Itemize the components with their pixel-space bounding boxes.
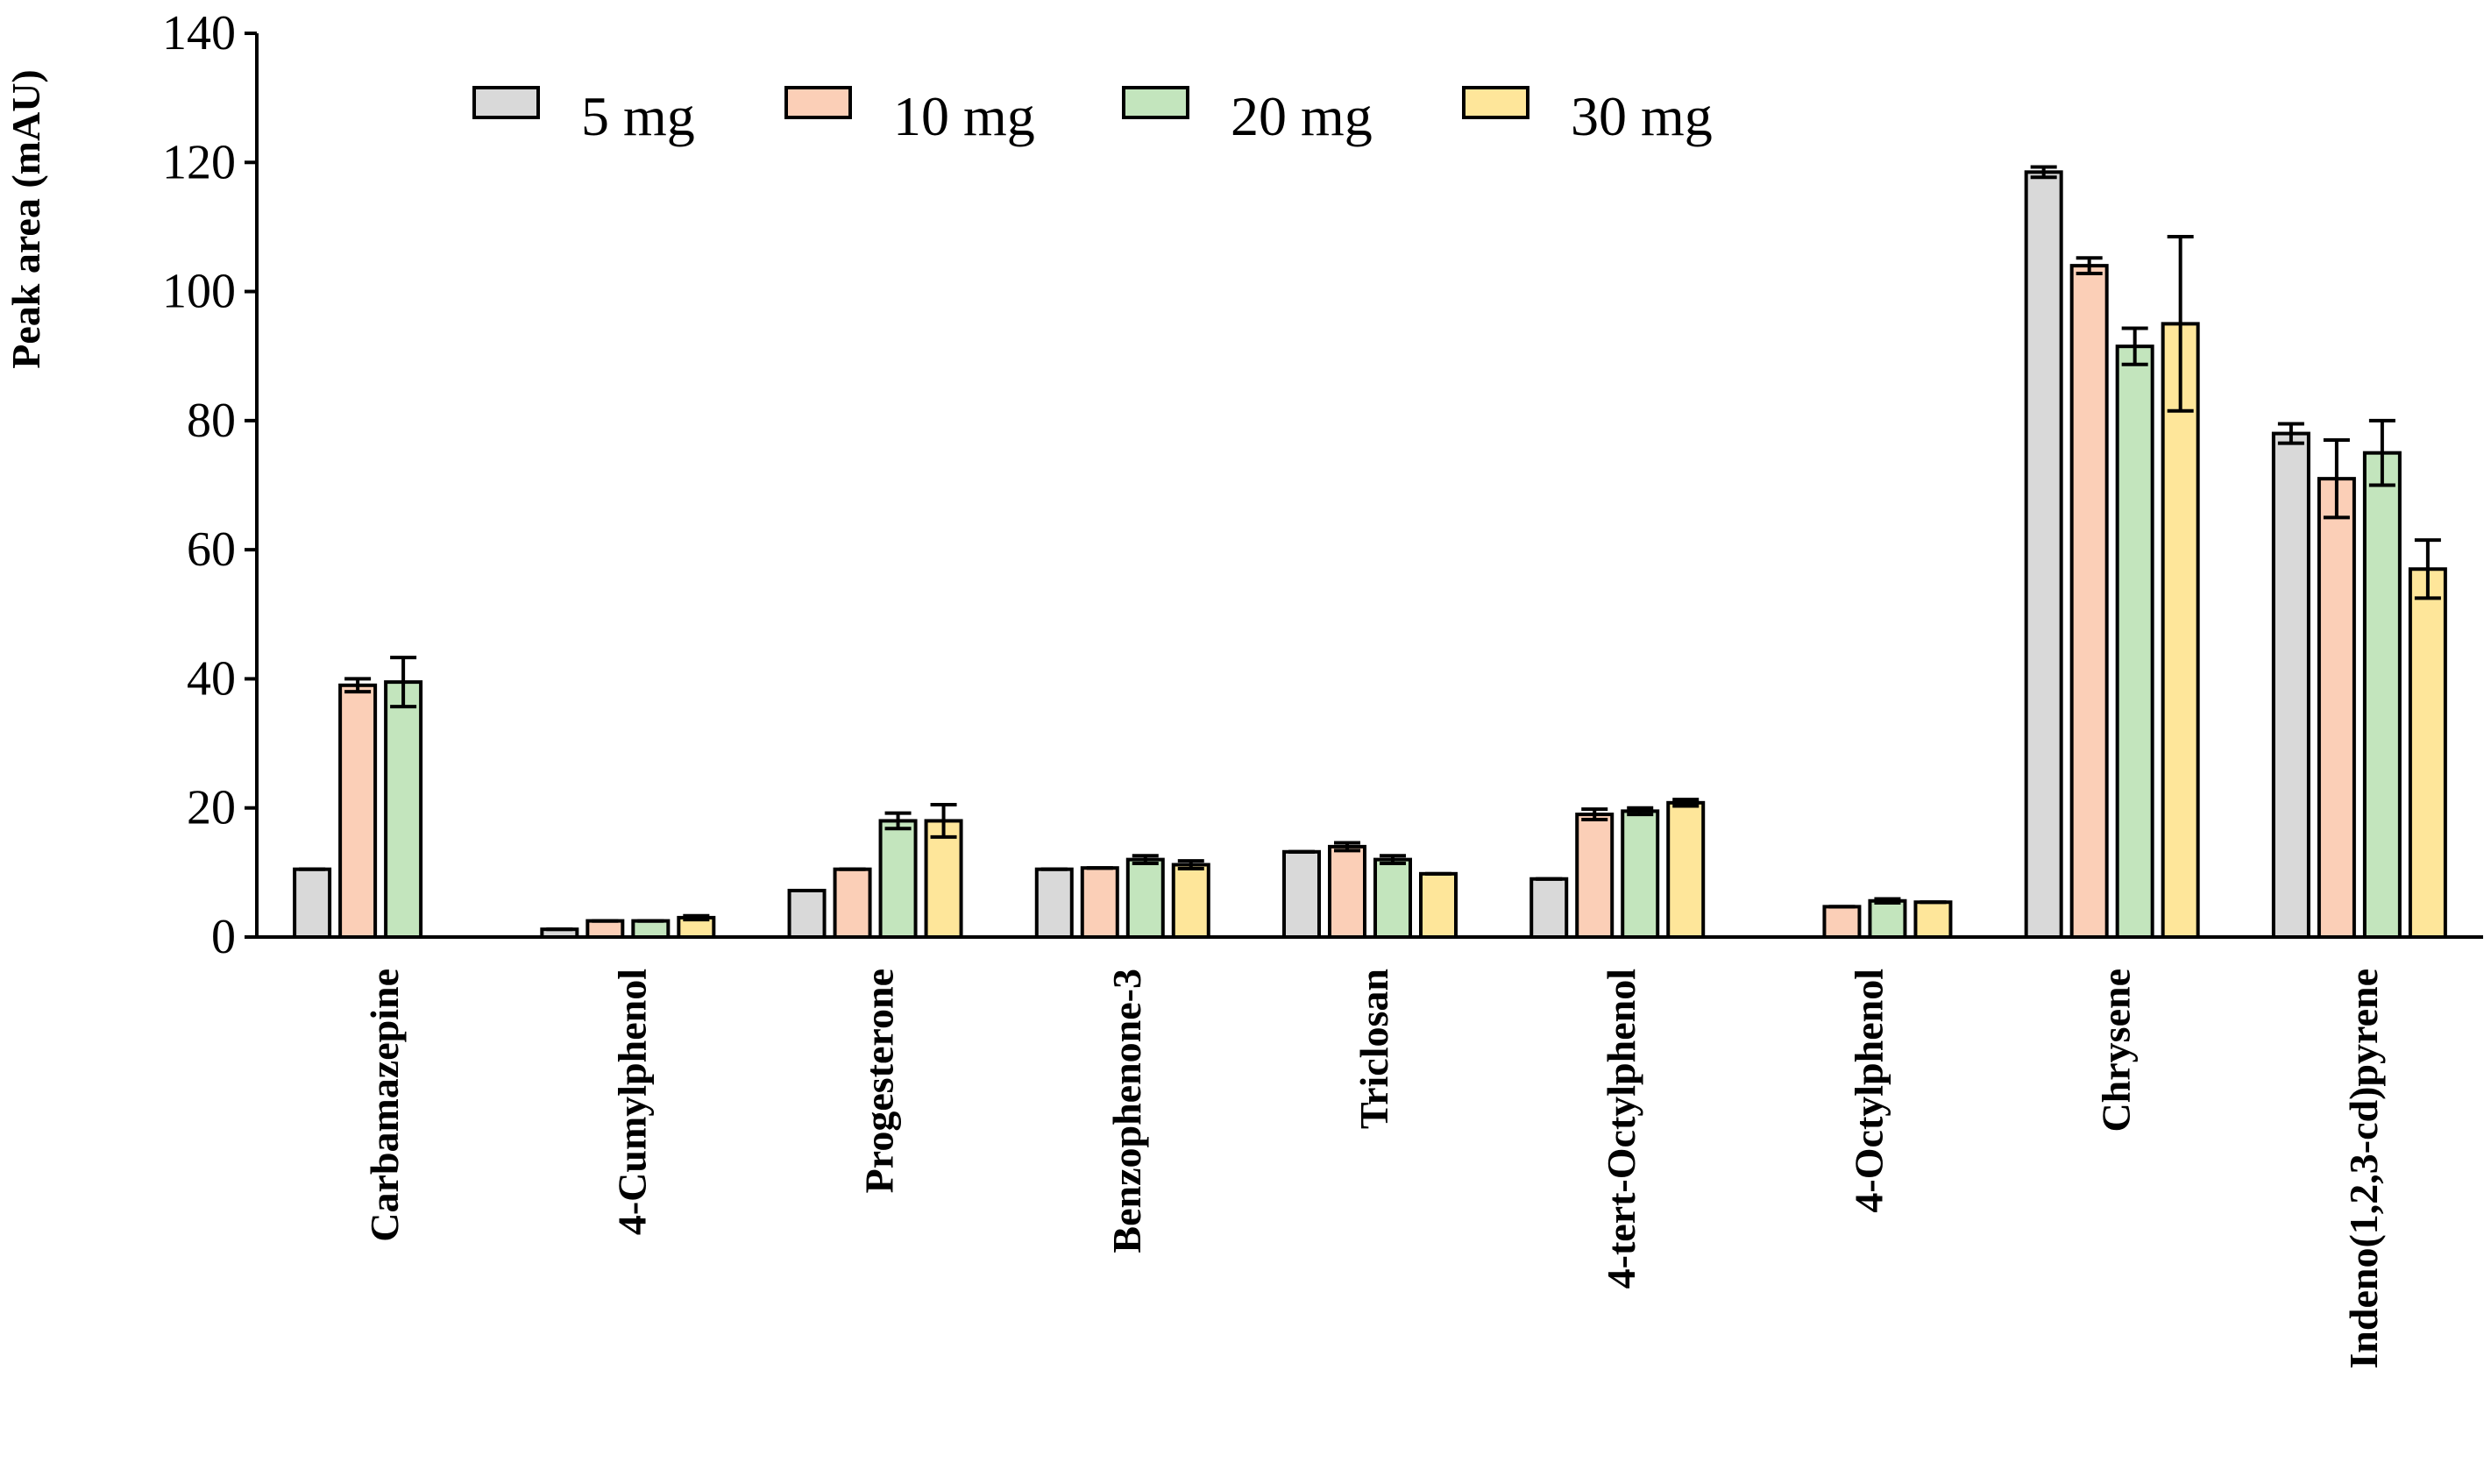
bar-5mg-5 — [1529, 877, 1569, 940]
legend-label: 5 mg — [581, 85, 695, 147]
bar-10mg-5 — [1575, 813, 1615, 939]
bar-10mg-1 — [585, 919, 625, 939]
bar-5mg-2 — [787, 888, 827, 940]
category-label: Indeno(1,2,3-cd)pyrene — [2341, 969, 2386, 1369]
legend-label: 20 mg — [1231, 85, 1373, 147]
bar-10mg-0 — [338, 683, 378, 939]
bar-20mg-3 — [1125, 857, 1165, 940]
category-labels: Carbamazepine 4-Cumylphenol Progesterone Be… — [362, 969, 2386, 1369]
bar-5mg-4 — [1282, 849, 1321, 940]
category-label: 4-Octylphenol — [1846, 969, 1891, 1213]
bar-5mg-3 — [1034, 867, 1074, 939]
category-label: 4-Cumylphenol — [609, 969, 654, 1235]
y-tick-label: 0 — [211, 910, 236, 964]
bar-10mg-7 — [2069, 264, 2109, 940]
bar-30mg-6 — [1913, 900, 1953, 940]
bar-20mg-6 — [1868, 898, 1907, 940]
bar-5mg-0 — [293, 867, 332, 939]
category-label: Benzophenone-3 — [1104, 969, 1149, 1253]
legend-swatch — [1122, 86, 1189, 119]
legend-label: 30 mg — [1571, 85, 1713, 147]
legend-label: 10 mg — [893, 85, 1035, 147]
bar-10mg-8 — [2317, 477, 2356, 939]
bar-20mg-8 — [2362, 451, 2402, 939]
bar-10mg-6 — [1822, 905, 1862, 939]
bar-5mg-8 — [2271, 431, 2310, 940]
legend: 5 mg 10 mg 20 mg 30 mg — [472, 85, 1713, 147]
y-tick-label: 120 — [162, 135, 236, 189]
bar-20mg-0 — [384, 680, 423, 939]
bar-20mg-2 — [878, 819, 918, 940]
y-tick-label: 140 — [162, 6, 236, 60]
category-label: Chrysene — [2094, 969, 2139, 1133]
category-label: Carbamazepine — [362, 969, 407, 1242]
legend-swatch — [784, 86, 852, 119]
bar-20mg-5 — [1621, 809, 1660, 939]
y-tick-label: 20 — [187, 781, 236, 835]
bar-20mg-7 — [2115, 344, 2154, 939]
bar-10mg-3 — [1080, 866, 1119, 940]
y-tick-label: 100 — [162, 265, 236, 319]
bar-30mg-4 — [1419, 871, 1458, 940]
legend-swatch — [1462, 86, 1529, 119]
bar-20mg-4 — [1373, 857, 1412, 940]
bar-5mg-7 — [2024, 170, 2063, 939]
category-label: Progesterone — [857, 969, 902, 1193]
bar-30mg-3 — [1171, 863, 1210, 940]
bar-30mg-5 — [1666, 800, 1706, 940]
bar-10mg-4 — [1328, 844, 1366, 940]
bar-10mg-2 — [833, 867, 872, 939]
bar-20mg-1 — [631, 919, 671, 939]
category-label: Triclosan — [1352, 969, 1396, 1129]
y-tick-label: 40 — [187, 651, 236, 706]
y-ticks: 0 20 40 60 80 100 120 140 — [162, 6, 257, 964]
category-label: 4-tert-Octylphenol — [1599, 969, 1643, 1289]
legend-swatch — [472, 86, 540, 119]
y-axis-label: Peak area (mAU) — [4, 69, 48, 369]
error-bars-layer — [299, 165, 2441, 932]
bar-30mg-7 — [2161, 322, 2200, 939]
axes-layer — [255, 33, 2483, 939]
bars-layer — [293, 170, 2447, 940]
bar-30mg-8 — [2408, 567, 2447, 939]
y-tick-label: 80 — [187, 394, 236, 448]
y-tick-label: 60 — [187, 522, 236, 577]
